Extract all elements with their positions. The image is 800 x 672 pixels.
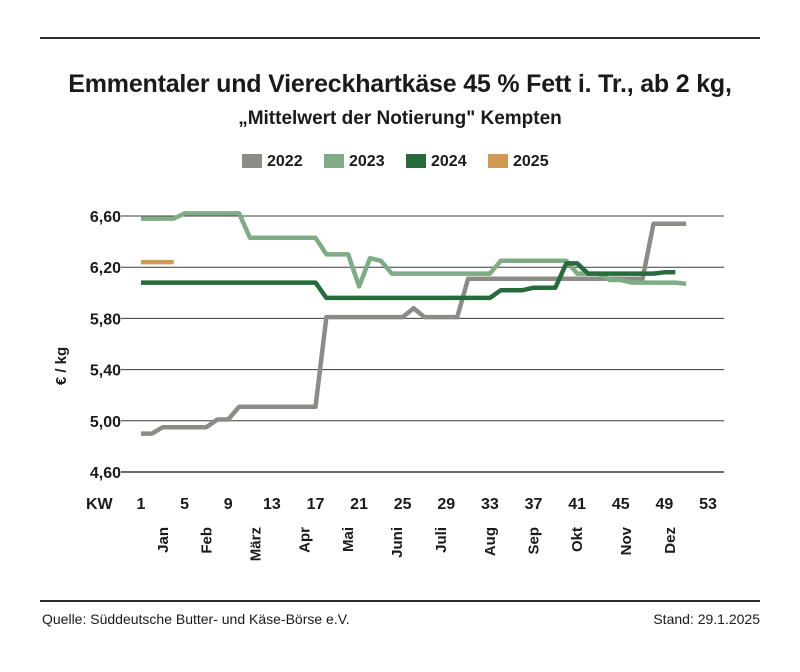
month-label-7: Aug — [482, 527, 499, 556]
month-label-2: März — [247, 527, 264, 561]
x-tick-label-9: 37 — [525, 496, 543, 513]
chart-subtitle: „Mittelwert der Notierung" Kempten — [238, 108, 562, 129]
month-label-11: Dez — [662, 527, 679, 554]
y-tick-label-2: 5,40 — [90, 363, 121, 380]
x-tick-label-13: 53 — [699, 496, 717, 513]
y-tick-label-1: 5,00 — [90, 414, 121, 431]
legend-label-2023: 2023 — [349, 153, 385, 170]
month-label-9: Okt — [569, 527, 586, 552]
line-chart: 2022 2023 2024 2025 4,60 5,00 5,40 5,80 6,20 6,60… — [53, 153, 724, 561]
bottom-rule — [40, 600, 760, 602]
top-rule — [40, 37, 760, 39]
x-tick-label-4: 17 — [307, 496, 325, 513]
x-tick-label-10: 41 — [568, 496, 586, 513]
legend-label-2024: 2024 — [431, 153, 467, 170]
legend-swatch-2022 — [242, 154, 262, 168]
y-tick-label-0: 4,60 — [90, 465, 121, 482]
y-tick-label-5: 6,60 — [90, 209, 121, 226]
source-note: Quelle: Süddeutsche Butter- und Käse-Bör… — [42, 611, 350, 627]
chart-title: Emmentaler und Viereckhartkäse 45 % Fett… — [68, 70, 732, 98]
x-tick-label-11: 45 — [612, 496, 630, 513]
y-axis-label: € / kg — [53, 347, 70, 385]
x-tick-label-5: 21 — [350, 496, 368, 513]
x-tick-label-1: 5 — [180, 496, 189, 513]
y-tick-label-4: 6,20 — [90, 260, 121, 277]
x-tick-label-12: 49 — [655, 496, 673, 513]
y-tick-label-3: 5,80 — [90, 311, 121, 328]
month-label-4: Mai — [340, 527, 357, 552]
month-label-8: Sep — [526, 527, 543, 555]
date-note: Stand: 29.1.2025 — [653, 611, 760, 627]
legend-swatch-2025 — [488, 154, 508, 168]
month-label-5: Juni — [389, 527, 406, 558]
x-tick-label-6: 25 — [394, 496, 412, 513]
legend-swatch-2024 — [406, 154, 426, 168]
x-tick-label-2: 9 — [224, 496, 233, 513]
series-line-2024 — [141, 261, 676, 301]
legend-label-2025: 2025 — [513, 153, 549, 170]
x-tick-label-3: 13 — [263, 496, 281, 513]
x-axis-label: KW — [86, 496, 114, 513]
month-label-1: Feb — [198, 527, 215, 554]
series-line-2022 — [141, 221, 687, 436]
month-label-6: Juli — [433, 527, 450, 553]
month-label-0: Jan — [155, 527, 172, 553]
legend-swatch-2023 — [324, 154, 344, 168]
legend-label-2022: 2022 — [267, 153, 303, 170]
x-tick-label-0: 1 — [137, 496, 146, 513]
month-label-10: Nov — [618, 526, 635, 555]
x-tick-label-7: 29 — [437, 496, 455, 513]
x-tick-label-8: 33 — [481, 496, 499, 513]
month-label-3: Apr — [297, 527, 314, 553]
